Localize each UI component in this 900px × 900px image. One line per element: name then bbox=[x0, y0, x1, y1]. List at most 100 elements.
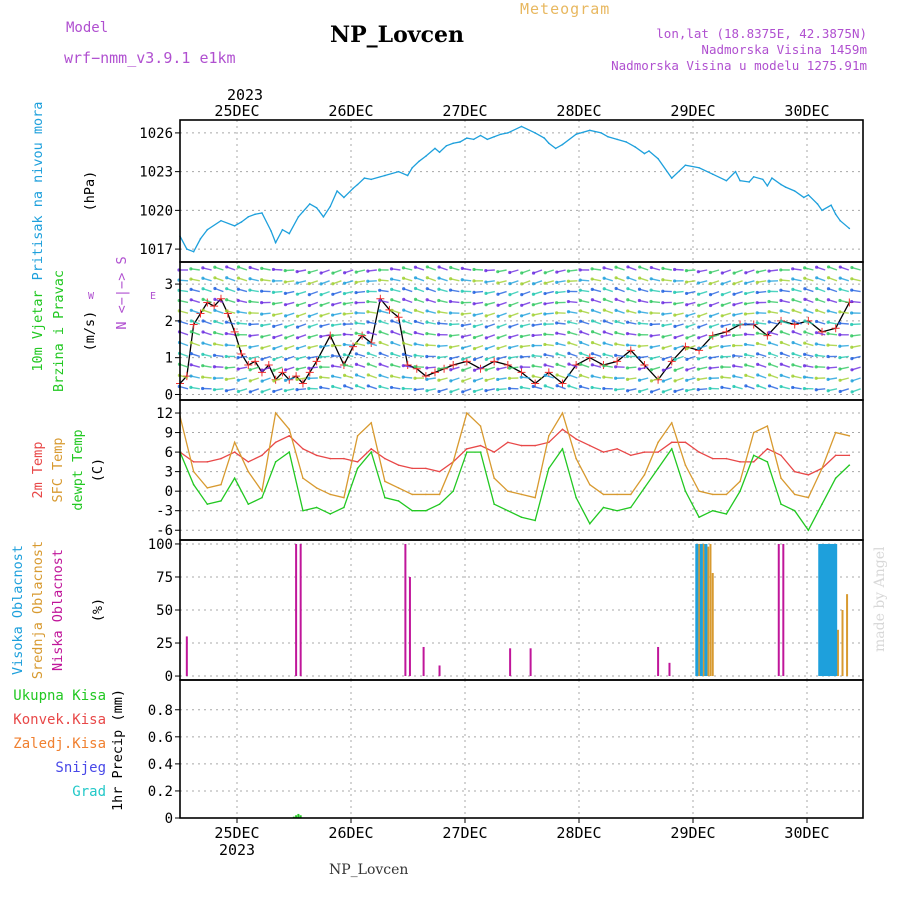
wind-arrow-head bbox=[708, 356, 712, 360]
wind-arrow-head bbox=[448, 299, 453, 304]
wind-arrow-head bbox=[425, 309, 429, 313]
wind-arrow-head bbox=[272, 379, 276, 383]
wind-arrow-head bbox=[791, 298, 795, 302]
temp-unit: (C) bbox=[90, 458, 106, 482]
wind-arrow-head bbox=[638, 389, 642, 394]
wind-arrow-head bbox=[696, 367, 701, 371]
data-point bbox=[807, 194, 810, 196]
wind-arrow-head bbox=[484, 368, 488, 372]
wind-arrow-head bbox=[661, 335, 665, 339]
wind-arrow-head bbox=[507, 366, 512, 370]
data-point bbox=[356, 467, 359, 470]
wind-arrow-head bbox=[366, 310, 370, 314]
wind-arrow-head bbox=[732, 323, 736, 327]
data-point bbox=[418, 160, 420, 163]
wind-arrow-head bbox=[543, 291, 547, 296]
wind-arrow-head bbox=[649, 277, 653, 281]
wind-arrow-head bbox=[319, 314, 323, 318]
wind-arrow-head bbox=[248, 345, 252, 349]
wind-compass-ns: N <−|−> S bbox=[114, 256, 130, 329]
data-point bbox=[548, 435, 550, 437]
wind-arrow-head bbox=[272, 346, 276, 351]
wind-arrow-head bbox=[543, 342, 547, 347]
wind-arrow-head bbox=[212, 376, 217, 380]
wind-arrow-head bbox=[213, 286, 217, 291]
data-point bbox=[762, 178, 764, 181]
data-point bbox=[534, 444, 536, 447]
data-point bbox=[315, 506, 318, 509]
wind-marker bbox=[412, 364, 421, 373]
wind-arrow-head bbox=[744, 271, 748, 275]
wind-arrow-head bbox=[366, 330, 370, 334]
wind-arrow-head bbox=[566, 269, 571, 273]
wind-arrow-head bbox=[850, 265, 854, 270]
wind-arrow-head bbox=[236, 344, 240, 348]
wind-arrow-head bbox=[625, 343, 630, 347]
wind-unit: (m/s) bbox=[82, 311, 98, 352]
data-point bbox=[780, 183, 782, 186]
wind-arrow-head bbox=[578, 278, 582, 282]
data-point bbox=[725, 513, 728, 515]
data-point bbox=[629, 493, 632, 496]
wind-arrow-head bbox=[319, 303, 323, 307]
wind-arrow-head bbox=[708, 325, 713, 329]
wind-arrow-head bbox=[260, 368, 264, 372]
wind-arrow-head bbox=[649, 322, 653, 327]
data-point bbox=[575, 133, 577, 135]
data-point bbox=[793, 509, 796, 512]
data-point bbox=[434, 147, 436, 150]
wind-arrow-head bbox=[201, 319, 205, 323]
wind-arrow-head bbox=[425, 276, 429, 280]
wind-arrow-head bbox=[378, 288, 382, 292]
wind-arrow-head bbox=[602, 386, 606, 391]
wind-arrow-head bbox=[496, 377, 500, 382]
data-point bbox=[479, 134, 482, 137]
wind-arrow-head bbox=[826, 377, 830, 381]
wind-arrow-head bbox=[366, 279, 370, 283]
wind-arrow-head bbox=[460, 312, 464, 316]
wind-arrow-head bbox=[590, 319, 595, 323]
wind-arrow-head bbox=[649, 288, 653, 292]
wind-arrow-head bbox=[189, 298, 193, 302]
wind-arrow-head bbox=[814, 388, 818, 392]
data-point bbox=[411, 509, 414, 512]
wind-arrow-head bbox=[579, 373, 583, 377]
wind-arrow-head bbox=[685, 357, 689, 361]
wind-marker bbox=[667, 357, 676, 366]
wind-arrow-head bbox=[484, 303, 488, 307]
data-point bbox=[698, 490, 700, 492]
data-point bbox=[698, 516, 700, 519]
wind-arrow-head bbox=[189, 287, 193, 291]
y-tick-label: 0 bbox=[165, 387, 173, 403]
data-point bbox=[384, 480, 386, 483]
wind-arrow-head bbox=[272, 313, 276, 317]
data-point bbox=[479, 425, 482, 427]
wind-arrow-head bbox=[343, 384, 347, 388]
wind-marker bbox=[298, 379, 307, 388]
wind-arrow-head bbox=[508, 293, 512, 297]
wind-arrow-head bbox=[720, 334, 724, 339]
wind-arrow-head bbox=[331, 292, 335, 296]
wind-arrow-head bbox=[555, 352, 559, 356]
wind-arrow-head bbox=[614, 297, 618, 301]
wind-arrow-head bbox=[461, 357, 465, 361]
bar-cloud bbox=[827, 543, 831, 677]
data-point bbox=[548, 441, 550, 444]
wind-arrow-head bbox=[743, 312, 748, 316]
data-point bbox=[752, 454, 755, 457]
data-point bbox=[602, 506, 605, 509]
wind-arrow-head bbox=[425, 265, 429, 269]
wind-arrow-head bbox=[508, 325, 512, 329]
data-point bbox=[834, 431, 837, 434]
data-point bbox=[561, 428, 564, 431]
wind-marker bbox=[305, 368, 314, 377]
data-point bbox=[288, 232, 291, 235]
wind-arrow-head bbox=[224, 377, 228, 381]
wind-arrow-head bbox=[331, 384, 335, 389]
wind-arrow-head bbox=[472, 368, 477, 372]
wind-arrow-head bbox=[284, 336, 288, 340]
data-point bbox=[821, 209, 823, 212]
bar-precip bbox=[299, 815, 302, 818]
wind-arrow-head bbox=[460, 301, 464, 305]
wind-arrow-head bbox=[484, 314, 488, 318]
